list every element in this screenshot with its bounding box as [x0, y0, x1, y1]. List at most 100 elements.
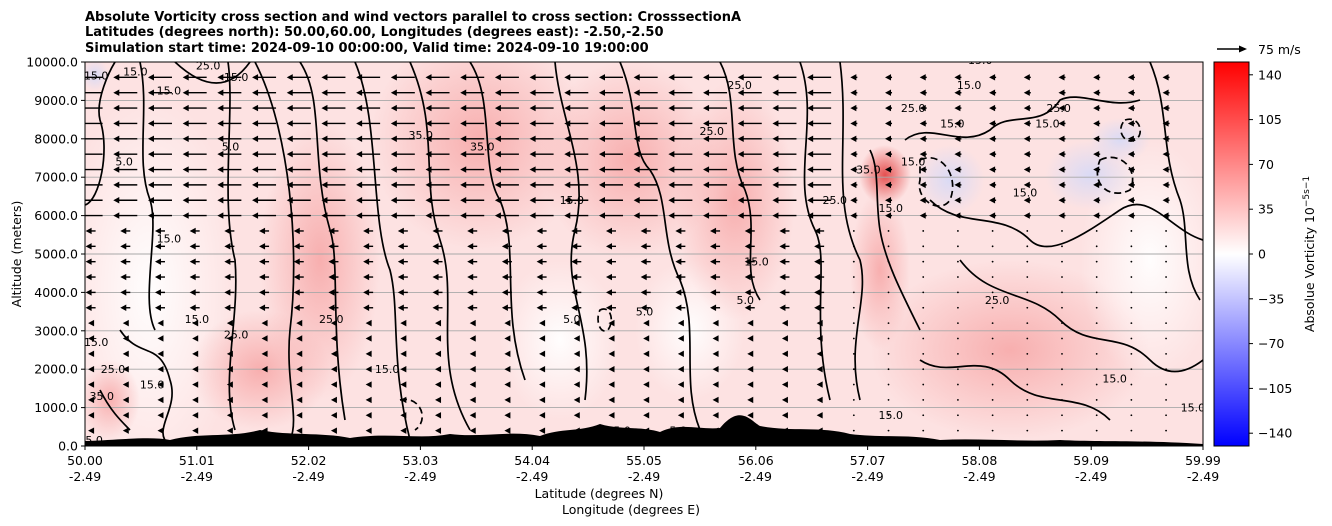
- wind-vector: [261, 319, 268, 327]
- wind-vector: [1023, 120, 1031, 127]
- wind-vector: [922, 306, 925, 309]
- wind-vector: [182, 89, 207, 96]
- wind-vector: [850, 166, 858, 173]
- wind-vector: [296, 396, 303, 404]
- wind-vector: [1093, 166, 1101, 173]
- wind-vector: [991, 245, 994, 248]
- wind-vector: [536, 304, 547, 311]
- wind-vector: [154, 273, 165, 281]
- wind-vector: [573, 412, 580, 419]
- wind-vector: [494, 89, 519, 96]
- wind-vector: [887, 399, 890, 401]
- wind-vector: [1023, 150, 1031, 158]
- wind-vector: [605, 273, 616, 281]
- wind-vector: [192, 381, 199, 388]
- wind-vector: [852, 414, 855, 417]
- contour-line-negative: [597, 308, 613, 332]
- wind-vector: [922, 383, 925, 386]
- wind-vector: [675, 273, 686, 281]
- wind-vector: [989, 135, 997, 142]
- wind-vector: [816, 412, 823, 419]
- wind-vector: [957, 429, 959, 432]
- wind-vector: [1058, 74, 1066, 81]
- wind-vector: [122, 396, 129, 404]
- wind-vector: [564, 181, 589, 189]
- wind-vector: [957, 383, 959, 386]
- wind-vector: [504, 319, 511, 327]
- colorbar-tick-label: 140: [1258, 67, 1282, 82]
- wind-vector: [261, 350, 268, 358]
- wind-vector: [954, 181, 962, 189]
- wind-vector: [1023, 197, 1031, 204]
- wind-vector: [529, 166, 554, 173]
- wind-vector: [675, 289, 686, 296]
- wind-vector: [1095, 322, 1098, 325]
- wind-vector: [668, 74, 693, 81]
- wind-vector: [922, 337, 925, 340]
- wind-vector: [922, 260, 925, 263]
- wind-vector: [922, 414, 925, 417]
- wind-vector: [217, 120, 242, 127]
- wind-vector: [321, 120, 346, 127]
- wind-vector: [1023, 74, 1031, 81]
- wind-vector: [807, 181, 832, 189]
- wind-vector: [744, 243, 755, 250]
- wind-vector: [807, 166, 832, 173]
- wind-vector: [887, 414, 890, 417]
- wind-vector: [182, 166, 207, 173]
- wind-vector: [296, 427, 303, 434]
- wind-vector: [1093, 150, 1101, 158]
- wind-vector: [296, 381, 303, 388]
- contour-label: 35.0: [856, 163, 881, 176]
- wind-vector: [85, 258, 96, 265]
- wind-vector: [330, 335, 337, 342]
- wind-vector: [147, 104, 172, 112]
- wind-vector: [88, 412, 95, 419]
- wind-vector: [1130, 245, 1133, 248]
- wind-vector: [675, 243, 686, 250]
- contour-label: 15.0: [140, 378, 165, 391]
- contour-label: 25.0: [196, 60, 221, 73]
- wind-vector: [954, 150, 962, 158]
- wind-vector: [122, 335, 129, 342]
- wind-vector: [120, 289, 131, 296]
- wind-vector: [432, 273, 443, 281]
- wind-vector: [1130, 306, 1133, 309]
- wind-vector: [887, 276, 890, 278]
- wind-vector: [885, 74, 893, 81]
- wind-vector: [1026, 429, 1029, 432]
- wind-vector: [571, 304, 582, 311]
- wind-vector: [85, 243, 96, 250]
- wind-vector: [1095, 260, 1098, 263]
- wind-vector: [852, 399, 855, 401]
- contour-label: 15.0: [879, 409, 904, 422]
- wind-vector: [182, 135, 207, 142]
- contour-label: 15.0: [1013, 186, 1038, 199]
- wind-vector: [536, 273, 547, 281]
- wind-vector: [321, 212, 346, 219]
- wind-vector: [677, 335, 684, 342]
- wind-vector: [356, 89, 381, 96]
- wind-vector: [957, 291, 959, 294]
- wind-vector: [779, 304, 790, 311]
- wind-vector: [1130, 383, 1133, 386]
- quiver-key: 75 m/s: [1217, 42, 1301, 57]
- wind-vector: [460, 135, 485, 142]
- wind-vector: [85, 184, 103, 186]
- wind-vector: [390, 212, 415, 219]
- wind-vector: [85, 199, 103, 201]
- wind-vector: [113, 197, 138, 204]
- wind-vector: [598, 166, 623, 173]
- contour-label: 15.0: [84, 69, 109, 82]
- wind-vector: [573, 381, 580, 388]
- wind-vector: [259, 289, 270, 296]
- wind-vector: [1127, 181, 1135, 189]
- wind-vector: [668, 212, 693, 219]
- wind-vector: [157, 366, 164, 373]
- wind-vector: [261, 381, 268, 388]
- wind-vector: [957, 306, 959, 309]
- wind-vector: [598, 89, 623, 96]
- wind-vector: [922, 368, 925, 371]
- wind-vector: [189, 289, 200, 296]
- wind-vector: [226, 350, 233, 358]
